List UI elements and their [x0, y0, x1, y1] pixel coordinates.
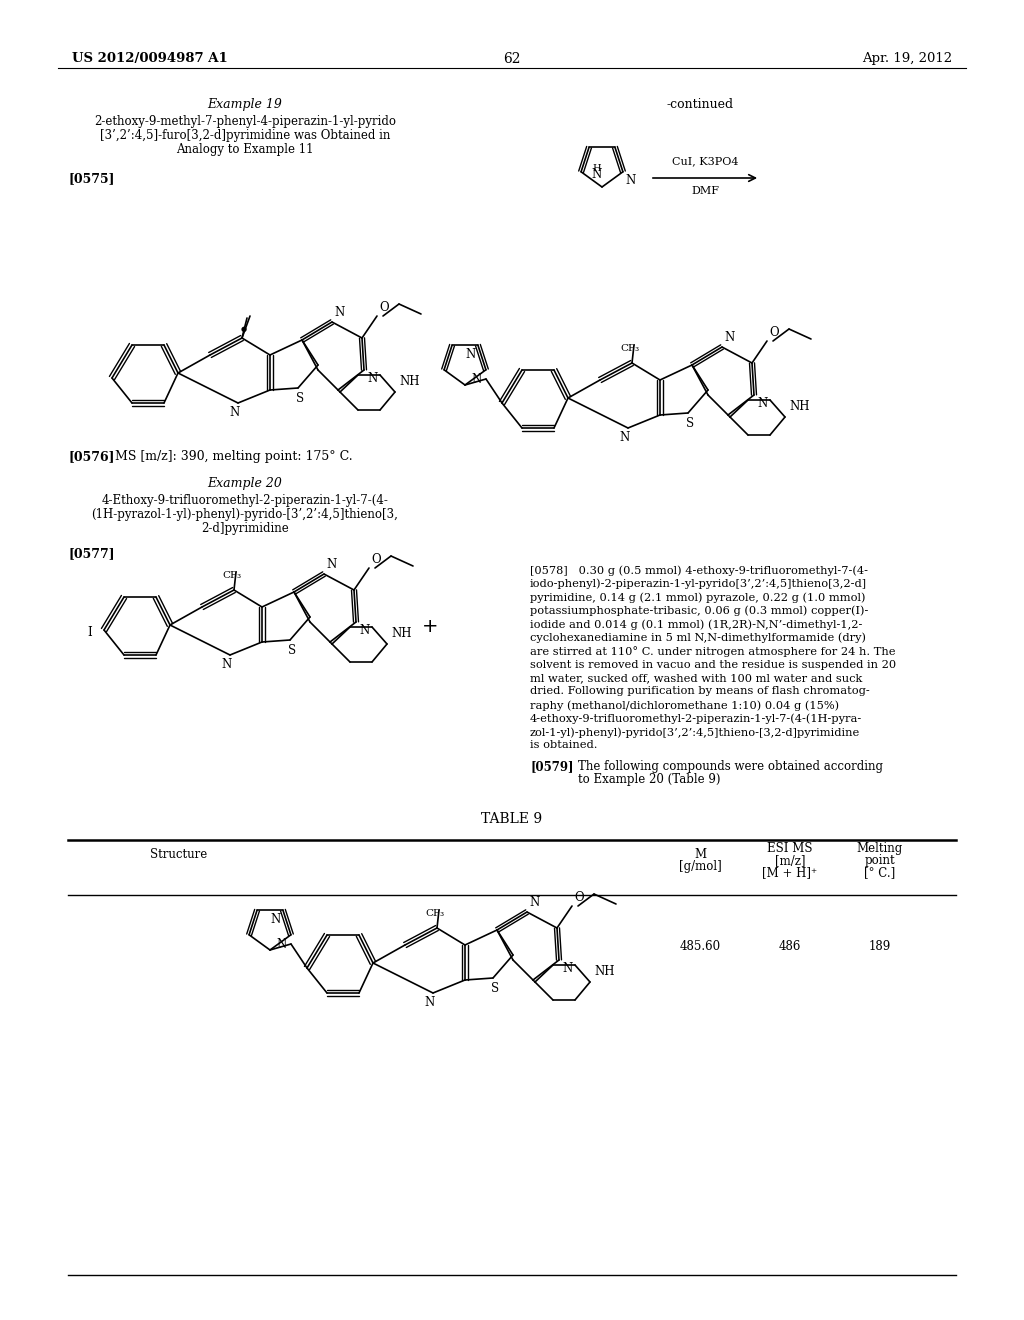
Text: to Example 20 (Table 9): to Example 20 (Table 9): [578, 774, 721, 785]
Text: NH: NH: [594, 965, 614, 978]
Text: CF₃: CF₃: [621, 345, 640, 352]
Text: S: S: [296, 392, 304, 405]
Text: O: O: [379, 301, 389, 314]
Text: [m/z]: [m/z]: [775, 854, 805, 867]
Text: pyrimidine, 0.14 g (2.1 mmol) pyrazole, 0.22 g (1.0 mmol): pyrimidine, 0.14 g (2.1 mmol) pyrazole, …: [530, 591, 865, 602]
Text: N: N: [359, 624, 370, 638]
Text: TABLE 9: TABLE 9: [481, 812, 543, 826]
Text: -continued: -continued: [667, 98, 733, 111]
Text: S: S: [686, 417, 694, 430]
Text: 486: 486: [779, 940, 801, 953]
Text: [3’,2’:4,5]-furo[3,2-d]pyrimidine was Obtained in: [3’,2’:4,5]-furo[3,2-d]pyrimidine was Ob…: [99, 129, 390, 143]
Text: CuI, K3PO4: CuI, K3PO4: [672, 156, 738, 166]
Text: (1H-pyrazol-1-yl)-phenyl)-pyrido-[3’,2’:4,5]thieno[3,: (1H-pyrazol-1-yl)-phenyl)-pyrido-[3’,2’:…: [91, 508, 398, 521]
Text: iodo-phenyl)-2-piperazin-1-yl-pyrido[3’,2’:4,5]thieno[3,2-d]: iodo-phenyl)-2-piperazin-1-yl-pyrido[3’,…: [530, 578, 867, 589]
Text: ●: ●: [241, 326, 247, 333]
Text: M: M: [694, 847, 707, 861]
Text: O: O: [574, 891, 584, 904]
Text: Structure: Structure: [150, 847, 207, 861]
Text: O: O: [371, 553, 381, 566]
Text: 2-d]pyrimidine: 2-d]pyrimidine: [201, 521, 289, 535]
Text: N: N: [625, 174, 635, 187]
Text: cyclohexanediamine in 5 ml N,N-dimethylformamide (dry): cyclohexanediamine in 5 ml N,N-dimethylf…: [530, 632, 866, 643]
Text: [M + H]⁺: [M + H]⁺: [763, 866, 817, 879]
Text: [0577]: [0577]: [68, 546, 115, 560]
Text: N: N: [276, 937, 287, 950]
Text: [0579]: [0579]: [530, 760, 573, 774]
Text: DMF: DMF: [691, 186, 719, 195]
Text: CF₃: CF₃: [222, 572, 242, 579]
Text: CF₃: CF₃: [425, 909, 444, 917]
Text: N: N: [222, 657, 232, 671]
Text: N: N: [466, 348, 476, 362]
Text: US 2012/0094987 A1: US 2012/0094987 A1: [72, 51, 227, 65]
Text: Apr. 19, 2012: Apr. 19, 2012: [862, 51, 952, 65]
Text: solvent is removed in vacuo and the residue is suspended in 20: solvent is removed in vacuo and the resi…: [530, 660, 896, 669]
Text: N: N: [334, 306, 344, 319]
Text: zol-1-yl)-phenyl)-pyrido[3’,2’:4,5]thieno-[3,2-d]pyrimidine: zol-1-yl)-phenyl)-pyrido[3’,2’:4,5]thien…: [530, 727, 860, 738]
Text: [0576]: [0576]: [68, 450, 115, 463]
Text: N: N: [562, 962, 572, 975]
Text: is obtained.: is obtained.: [530, 741, 597, 751]
Text: The following compounds were obtained according: The following compounds were obtained ac…: [578, 760, 883, 774]
Text: raphy (methanol/dichloromethane 1:10) 0.04 g (15%): raphy (methanol/dichloromethane 1:10) 0.…: [530, 700, 839, 710]
Text: N: N: [620, 432, 630, 444]
Text: S: S: [288, 644, 296, 657]
Text: N: N: [592, 168, 602, 181]
Text: NH: NH: [790, 400, 810, 413]
Text: 62: 62: [503, 51, 521, 66]
Text: N: N: [757, 397, 767, 411]
Text: [0578]   0.30 g (0.5 mmol) 4-ethoxy-9-trifluoromethyl-7-(4-: [0578] 0.30 g (0.5 mmol) 4-ethoxy-9-trif…: [530, 565, 868, 576]
Text: S: S: [490, 982, 499, 995]
Text: iodide and 0.014 g (0.1 mmol) (1R,2R)-N,N’-dimethyl-1,2-: iodide and 0.014 g (0.1 mmol) (1R,2R)-N,…: [530, 619, 862, 630]
Text: [0575]: [0575]: [68, 172, 115, 185]
Text: N: N: [529, 896, 540, 909]
Text: NH: NH: [391, 627, 412, 640]
Text: N: N: [367, 372, 377, 385]
Text: potassiumphosphate-tribasic, 0.06 g (0.3 mmol) copper(I)-: potassiumphosphate-tribasic, 0.06 g (0.3…: [530, 606, 868, 616]
Text: N: N: [270, 913, 281, 927]
Text: Example 20: Example 20: [208, 477, 283, 490]
Text: N: N: [724, 331, 734, 345]
Text: Example 19: Example 19: [208, 98, 283, 111]
Text: dried. Following purification by means of flash chromatog-: dried. Following purification by means o…: [530, 686, 869, 697]
Text: 4-ethoxy-9-trifluoromethyl-2-piperazin-1-yl-7-(4-(1H-pyra-: 4-ethoxy-9-trifluoromethyl-2-piperazin-1…: [530, 714, 862, 725]
Text: H: H: [593, 164, 601, 173]
Text: 4-Ethoxy-9-trifluoromethyl-2-piperazin-1-yl-7-(4-: 4-Ethoxy-9-trifluoromethyl-2-piperazin-1…: [101, 494, 388, 507]
Text: O: O: [769, 326, 778, 339]
Text: +: +: [422, 618, 438, 636]
Text: Analogy to Example 11: Analogy to Example 11: [176, 143, 313, 156]
Text: [g/mol]: [g/mol]: [679, 861, 721, 873]
Text: N: N: [326, 558, 336, 572]
Text: are stirred at 110° C. under nitrogen atmosphere for 24 h. The: are stirred at 110° C. under nitrogen at…: [530, 645, 896, 657]
Text: [° C.]: [° C.]: [864, 866, 896, 879]
Text: point: point: [864, 854, 895, 867]
Text: 189: 189: [869, 940, 891, 953]
Text: 485.60: 485.60: [680, 940, 721, 953]
Text: 2-ethoxy-9-methyl-7-phenyl-4-piperazin-1-yl-pyrido: 2-ethoxy-9-methyl-7-phenyl-4-piperazin-1…: [94, 115, 396, 128]
Text: I: I: [87, 626, 92, 639]
Text: MS [m/z]: 390, melting point: 175° C.: MS [m/z]: 390, melting point: 175° C.: [115, 450, 352, 463]
Text: N: N: [229, 407, 240, 418]
Text: NH: NH: [399, 375, 420, 388]
Text: N: N: [472, 372, 482, 385]
Text: N: N: [425, 997, 435, 1008]
Text: ESI MS: ESI MS: [767, 842, 813, 855]
Text: Melting: Melting: [857, 842, 903, 855]
Text: ml water, sucked off, washed with 100 ml water and suck: ml water, sucked off, washed with 100 ml…: [530, 673, 862, 682]
